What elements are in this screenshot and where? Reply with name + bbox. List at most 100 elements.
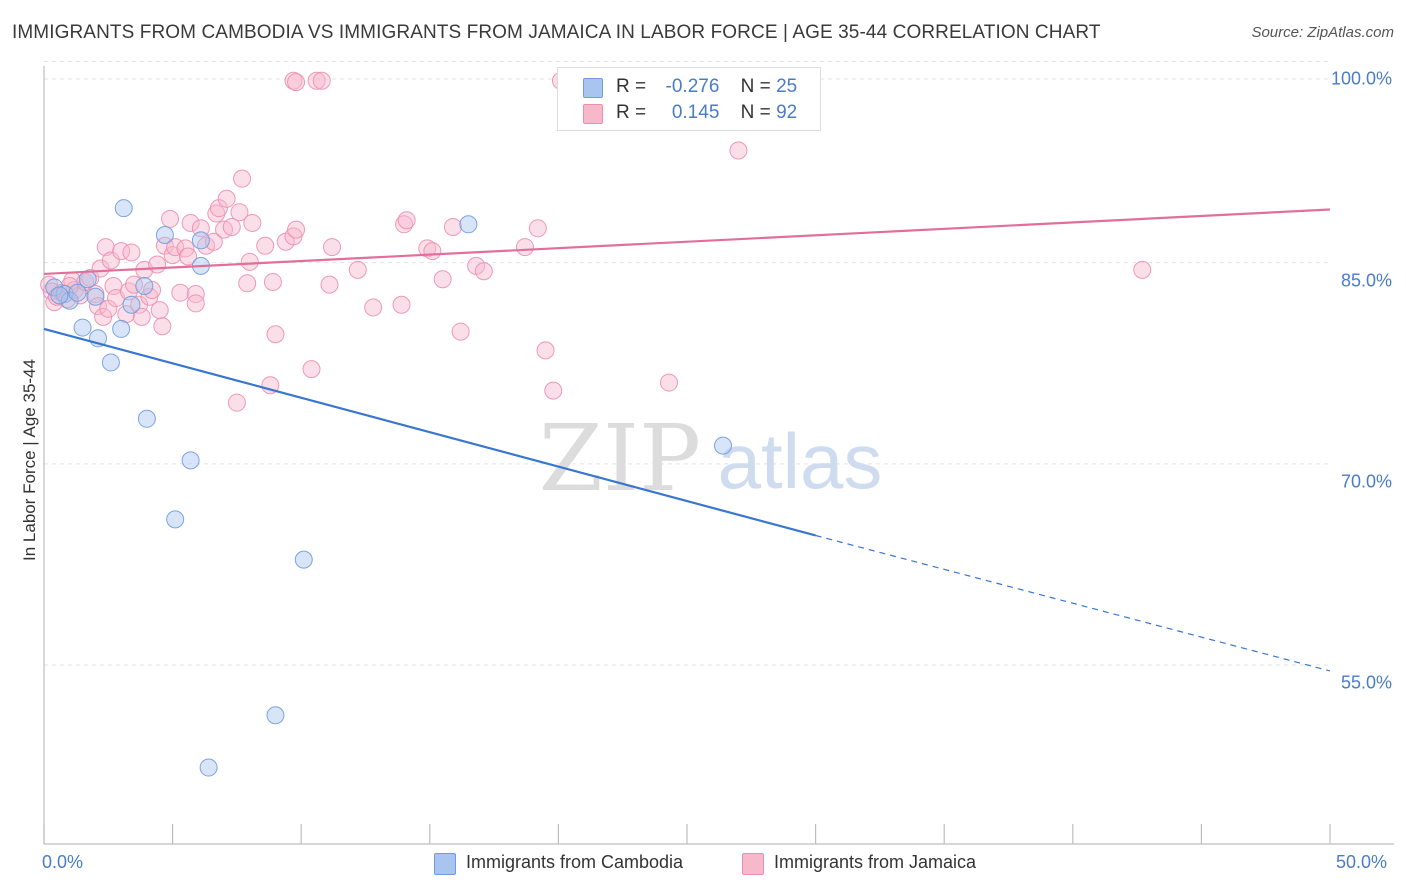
y-tick-label: 55.0% [1340,672,1392,693]
scatter-point [137,409,156,428]
bottom-legend-swatch-cambodia [434,853,456,875]
legend-n-value: 92 [776,102,798,123]
scatter-point [312,71,331,90]
y-tick-label: 85.0% [1340,270,1392,291]
scatter-point [240,252,259,271]
y-axis-label: In Labor Force | Age 35-44 [20,359,39,561]
scatter-point [209,199,228,218]
legend-swatch-jamaica [583,104,603,124]
scatter-point [323,238,342,257]
scatter-point [287,73,306,92]
scatter-point [181,213,200,232]
scatter-point [186,285,205,304]
scatter-point [256,236,275,255]
scatter-point [78,270,97,289]
y-tick-label: 100.0% [1330,68,1392,89]
trend-lines [43,208,1331,672]
scatter-point [222,217,241,236]
source-label: Source: ZipAtlas.com [1251,24,1394,41]
scatter-point [528,219,547,238]
scatter-point [266,325,285,344]
scatter-point [266,706,285,725]
scatter-point [71,286,90,305]
scatter-point [68,283,87,302]
scatter-point [153,317,172,336]
scatter-point [114,199,133,218]
scatter-point [207,204,226,223]
scatter-point [364,298,383,317]
scatter-point [135,276,154,295]
scatter-point [238,274,257,293]
bottom-legend-label-cambodia: Immigrants from Cambodia [466,852,684,872]
scatter-point [122,243,141,262]
scatter-point [418,239,437,258]
cambodia-points [45,199,733,777]
axes [43,66,1394,845]
scatter-point [155,226,174,245]
scatter-point [320,275,339,294]
scatter-point [112,319,131,338]
scatter-point [433,270,452,289]
scatter-point [729,141,748,160]
scatter-point [148,255,167,274]
scatter-point [397,211,416,230]
scatter-point [515,238,534,257]
scatter-point [392,295,411,314]
scatter-point [659,373,678,392]
scatter-point [150,301,169,320]
legend-r-value: 0.145 [666,102,720,123]
scatter-point [166,510,185,529]
scatter-point [302,360,321,379]
legend-r-value: -0.276 [665,76,720,97]
watermark-zip: ZIP [539,405,701,512]
scatter-point [230,203,249,222]
scatter-point [161,209,180,228]
bottom-legend-label-jamaica: Immigrants from Jamaica [774,852,977,872]
watermark-atlas: atlas [718,417,883,505]
scatter-point [294,550,313,569]
chart-title: IMMIGRANTS FROM CAMBODIA VS IMMIGRANTS F… [12,22,1101,43]
scatter-point [348,260,367,279]
trend-line-jamaica [43,208,1331,276]
scatter-point [122,295,141,314]
scatter-point [423,242,442,261]
scatter-point [171,283,190,302]
scatter-point [204,232,223,251]
legend-n-label: N = [740,102,771,123]
scatter-point [191,231,210,250]
scatter-point [544,381,563,400]
scatter-point [451,322,470,341]
bottom-legend-swatch-jamaica [742,853,764,875]
scatter-point [101,251,120,270]
scatter-point [243,213,262,232]
scatter-point [217,189,236,208]
scatter-point [459,215,478,234]
scatter-point [181,451,200,470]
scatter-point [132,307,151,326]
scatter-point [199,758,218,777]
scatter-point [714,436,733,455]
trend-line-cambodia-extension [815,534,1331,672]
x-tick-max: 50.0% [1336,852,1388,872]
scatter-point [186,294,205,313]
scatter-point [536,341,555,360]
scatter-point [474,262,493,281]
y-tick-label: 70.0% [1340,471,1392,492]
scatter-point [263,272,282,291]
scatter-point [443,217,462,236]
scatter-point [1133,260,1152,279]
legend-n-label: N = [740,76,771,97]
x-tick-min: 0.0% [42,852,84,872]
scatter-point [307,71,326,90]
stats-legend: R = -0.276 N = 25 R = 0.145 N = 92 [557,67,821,131]
legend-swatch-cambodia [583,78,603,98]
scatter-point [96,238,115,257]
scatter-point [50,286,69,305]
scatter-point [233,169,252,188]
scatter-point [86,287,105,306]
grid-lines [44,60,1330,666]
legend-r-label: R = [616,102,647,123]
watermark: ZIP atlas [539,405,882,512]
scatter-point [73,318,92,337]
